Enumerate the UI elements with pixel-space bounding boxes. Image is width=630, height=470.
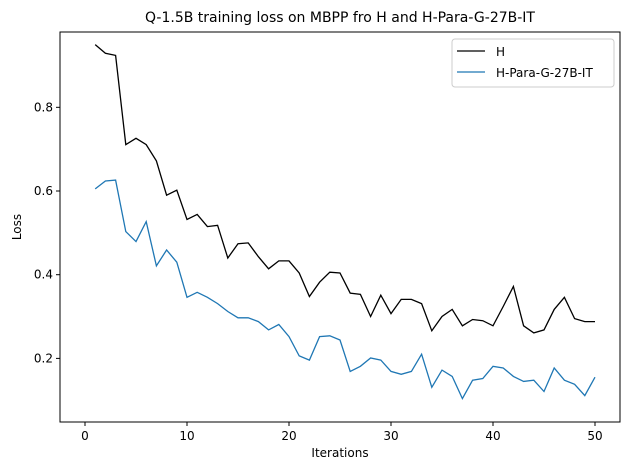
x-tick-label: 10	[179, 429, 194, 443]
legend-label-h: H	[496, 45, 505, 59]
y-tick-label: 0.2	[34, 351, 53, 365]
y-tick-label: 0.6	[34, 184, 53, 198]
legend-box	[451, 38, 615, 88]
x-tick-label: 30	[383, 429, 398, 443]
x-axis-label: Iterations	[311, 446, 368, 460]
chart-title: Q-1.5B training loss on MBPP fro H and H…	[145, 10, 535, 26]
x-tick-label: 50	[587, 429, 602, 443]
y-tick-label: 0.8	[34, 100, 53, 114]
series-line-h-para-g-27b-it	[94, 179, 596, 401]
series-line-h	[94, 44, 595, 334]
y-axis-label: Loss	[10, 214, 24, 240]
x-tick-label: 40	[485, 429, 500, 443]
legend: H H-Para-G-27B-IT	[451, 38, 615, 88]
x-tick-label: 20	[281, 429, 296, 443]
y-tick-label: 0.4	[34, 268, 53, 282]
legend-label-h-para: H-Para-G-27B-IT	[496, 66, 593, 80]
plot-frame	[59, 31, 621, 423]
x-tick-label: 0	[81, 429, 89, 443]
